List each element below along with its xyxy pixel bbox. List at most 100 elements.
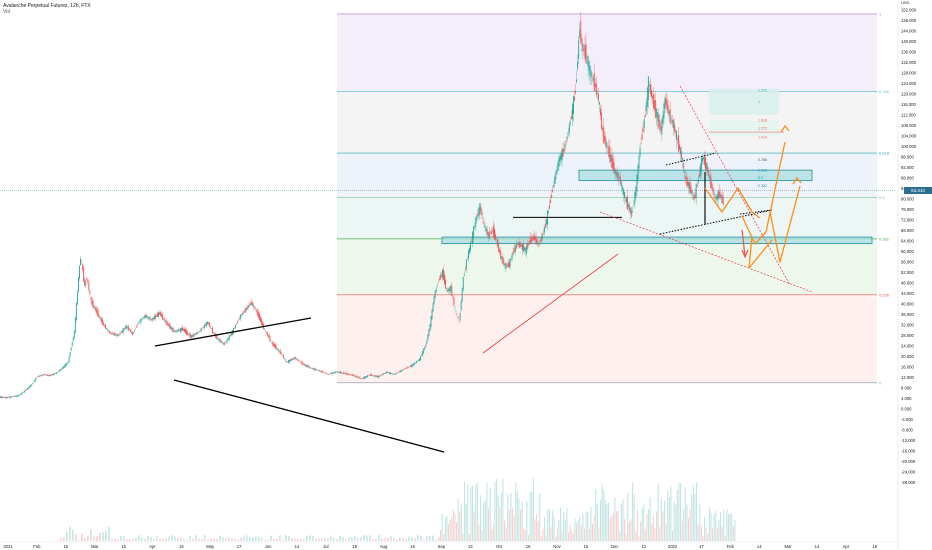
volume-bar (441, 513, 443, 541)
wedge-upper-trendline (154, 317, 312, 347)
volume-bar (300, 538, 302, 541)
candle-body (355, 375, 357, 378)
volume-bar (459, 511, 461, 541)
candle-body (248, 304, 250, 308)
volume-bar (207, 539, 209, 541)
candle-body (69, 352, 71, 357)
candle-body (224, 343, 226, 345)
candle-body (509, 259, 511, 267)
candle-body (658, 115, 660, 127)
candle-body (384, 372, 386, 374)
candle-body (599, 102, 600, 105)
candle-body (334, 371, 336, 373)
candle-body (53, 373, 54, 375)
volume-bar (132, 538, 134, 541)
candle-body (208, 322, 209, 324)
y-tick-label: 0.000 (901, 407, 912, 412)
volume-bar (369, 535, 371, 541)
candle-body (315, 368, 317, 371)
candle-body (478, 207, 480, 216)
candle-body (273, 343, 275, 347)
candle-body (320, 370, 322, 372)
candle-body (376, 375, 378, 378)
x-tick-label: 2022 (668, 544, 678, 549)
candle-body (61, 368, 63, 370)
candle-body (112, 332, 114, 335)
projection-path-upper (741, 141, 786, 245)
volume-bar (348, 537, 350, 541)
candle-body (629, 205, 631, 211)
candle-body (171, 327, 173, 330)
candle-body (400, 370, 402, 372)
candle-body (228, 335, 230, 340)
volume-bar (234, 538, 236, 541)
volume-bar (237, 539, 239, 541)
candle-body (693, 195, 695, 200)
volume-bar (630, 519, 632, 541)
volume-bar (147, 535, 149, 541)
candle-body (1, 396, 2, 398)
candle-body (336, 371, 338, 373)
y-tick-label: 20.000 (901, 354, 914, 359)
volume-bar (432, 535, 434, 541)
candle-body (469, 247, 470, 253)
candle-body (621, 186, 623, 190)
volume-bar (342, 537, 344, 541)
candle-body (679, 144, 681, 150)
candle-body (430, 316, 432, 327)
volume-bar (649, 497, 651, 541)
candle-body (609, 146, 611, 163)
candle-body (686, 177, 688, 187)
candle-body (95, 308, 97, 313)
volume-bar (684, 486, 686, 541)
volume-bar (532, 477, 534, 541)
volume-bar (569, 524, 571, 541)
candle-body (28, 387, 29, 389)
candle-body (5, 397, 7, 399)
candle-body (721, 194, 723, 203)
volume-bar (210, 538, 212, 541)
candle-body (84, 279, 86, 285)
volume-bar (620, 503, 622, 541)
fib-band (337, 197, 877, 239)
volume-bar (705, 527, 707, 541)
candle-body (470, 241, 471, 251)
volume-bar (165, 538, 167, 541)
candle-body (286, 361, 287, 362)
candle-body (647, 76, 649, 100)
candle-body (584, 45, 586, 59)
volume-bar (664, 500, 666, 541)
candle-body (491, 230, 493, 232)
candle-body (346, 372, 348, 375)
candle-body (214, 333, 216, 335)
volume-bar (700, 525, 702, 541)
candle-body (115, 334, 117, 335)
volume-bar (734, 519, 736, 541)
volume-bar (429, 536, 431, 541)
candle-body (117, 334, 119, 336)
candle-body (539, 240, 541, 243)
candle-body (600, 108, 601, 116)
x-tick-label: 16 (410, 544, 415, 549)
candle-body (689, 181, 691, 194)
candle-body (676, 130, 677, 140)
volume-bar (351, 537, 353, 541)
volume-bar (414, 538, 416, 541)
volume-bar (135, 537, 137, 541)
candle-body (40, 375, 42, 376)
volume-bar (574, 518, 576, 541)
y-tick-label: 8.000 (901, 386, 912, 391)
candle-body (98, 315, 100, 317)
volume-bar (354, 535, 356, 541)
candle-body (636, 175, 638, 192)
candle-body (107, 329, 109, 331)
candle-body (510, 259, 512, 261)
candle-body (513, 248, 515, 253)
y-tick-label: 120.000 (901, 92, 917, 97)
candle-body (468, 250, 469, 259)
candle-body (436, 286, 438, 287)
candle-body (167, 323, 169, 325)
candle-body (150, 319, 152, 320)
volume-bar (672, 530, 674, 541)
